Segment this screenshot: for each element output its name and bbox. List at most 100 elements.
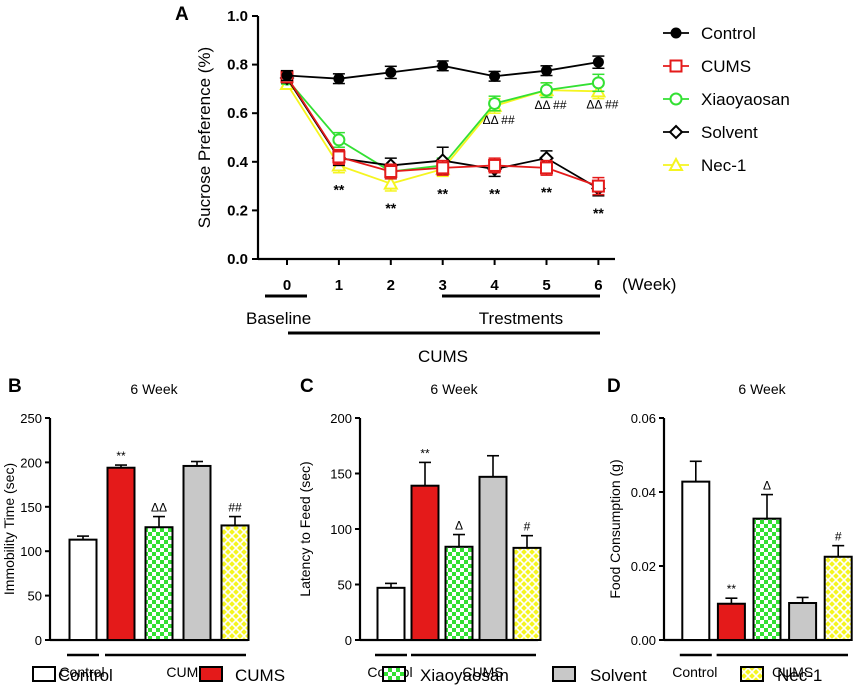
bar-cums (410, 484, 440, 641)
legend-swatch (552, 666, 576, 682)
data-point-xiaoyaosan (591, 76, 605, 90)
data-point-control (281, 70, 293, 82)
legend-swatch (382, 666, 406, 682)
legend-label: Solvent (590, 666, 647, 685)
significance-marker: ** (727, 582, 737, 596)
legend-marker (669, 92, 683, 106)
x-tick-label: 2 (387, 277, 395, 294)
significance-marker: ** (420, 446, 430, 460)
data-point-nec-1 (383, 175, 399, 190)
legend-label: Control (701, 24, 756, 43)
x-tick-label: 5 (542, 277, 550, 294)
y-tick-label: 0.6 (227, 105, 248, 122)
data-point-control (489, 70, 501, 82)
legend-item-control: Control (663, 24, 756, 43)
data-point-control (385, 66, 397, 78)
x-tick-label: 0 (283, 277, 291, 294)
significance-marker: # (835, 530, 842, 544)
bar-group-solvent (788, 596, 818, 641)
bar-control (376, 586, 406, 642)
legend-label: Nec-1 (701, 156, 746, 175)
bar-solvent (788, 602, 818, 641)
panel-letter-a: A (175, 4, 189, 25)
y-tick-label: 0 (345, 633, 352, 648)
bar-control (681, 480, 711, 642)
panel-a-line-chart: A 0.0 0.2 0.4 0.6 0.8 1.0 0 1 2 3 4 5 6 (Week) Sucrose … (175, 4, 790, 366)
legend-label: Xiaoyaosan (701, 90, 790, 109)
data-point-cums (488, 158, 502, 172)
data-point-cums (591, 179, 605, 193)
data-point-cums (540, 161, 553, 175)
significance-marker: ΔΔ ## (534, 98, 566, 112)
bar-cums (716, 602, 746, 641)
y-tick-label: 0.06 (631, 411, 656, 426)
significance-marker: ** (593, 205, 604, 221)
legend-label: CUMS (235, 666, 285, 685)
x-tick-label: 4 (490, 277, 499, 294)
y-tick-label: 0.4 (227, 154, 249, 171)
significance-marker: ** (541, 184, 552, 200)
significance-marker: ** (116, 449, 126, 463)
legend-marker (668, 156, 684, 171)
bar-legend-item-cums: CUMS (199, 666, 285, 685)
data-point-control (333, 73, 345, 85)
legend-item-xiaoyaosan: Xiaoyaosan (663, 90, 790, 109)
panel-letter-b: B (8, 376, 22, 397)
significance-marker: # (524, 520, 531, 534)
y-tick-label: 150 (330, 467, 352, 482)
bar-control (68, 538, 98, 642)
significance-marker: ΔΔ ## (586, 97, 618, 111)
legend-swatch (32, 666, 56, 682)
data-point-cums (332, 150, 346, 164)
significance-marker: ## (228, 501, 242, 515)
series-control (281, 55, 605, 85)
legend-item-solvent: Solvent (663, 123, 758, 142)
bar-nec-1 (823, 555, 853, 641)
legend-label: Solvent (701, 123, 758, 142)
treatments-label: Trestments (479, 309, 563, 328)
panel-d-bar-chart: D 6 Week 0.00 0.02 0.04 0.06 Food Consumption … (607, 376, 853, 680)
bar-group-cums: ** (106, 449, 136, 641)
control-group-label: Control (672, 664, 717, 680)
bar-legend-item-xiaoyaosan: Xiaoyaosan (382, 666, 509, 685)
y-tick-label: 0.2 (227, 202, 248, 219)
legend-item-nec-1: Nec-1 (663, 156, 746, 175)
legend-swatch (740, 666, 764, 682)
line-legend: Control CUMS Xiaoyaosan Solvent Nec-1 (663, 24, 790, 175)
y-tick-label: 200 (330, 411, 352, 426)
significance-marker: Δ (763, 479, 771, 493)
y-tick-label: 100 (330, 522, 352, 537)
legend-swatch (199, 666, 223, 682)
y-tick-label: 0 (35, 633, 42, 648)
bar-nec-1 (220, 524, 250, 641)
bar-xiaoyaosan (752, 517, 782, 642)
data-point-control (437, 60, 449, 72)
legend-label: Control (58, 666, 113, 685)
data-point-cums (384, 165, 398, 179)
legend-marker (669, 59, 683, 73)
bar-group-control (681, 460, 711, 642)
y-tick-label: 50 (28, 589, 42, 604)
legend-item-cums: CUMS (663, 57, 751, 76)
bar-xiaoyaosan (144, 526, 174, 641)
y-tick-label: 0.02 (631, 559, 656, 574)
chart-title: 6 Week (130, 381, 178, 397)
y-tick-label: 0.00 (631, 633, 656, 648)
y-tick-label: 50 (338, 578, 352, 593)
y-axis-title: Sucrose Preference (%) (195, 47, 214, 228)
data-point-cums (436, 161, 450, 175)
panel-letter-d: D (607, 376, 621, 397)
cums-group-label: CUMS (772, 664, 813, 680)
y-tick-label: 250 (20, 411, 42, 426)
significance-marker: ΔΔ (151, 501, 167, 515)
cums-group-label: CUMS (166, 664, 207, 680)
legend-marker (668, 124, 684, 140)
panel-b-bar-chart: B 6 Week 0 50 100 150 200 250 Immobility Time (s… (1, 376, 250, 680)
bar-legend: Control CUMS Xiaoyaosan Solvent Nec-1 (32, 666, 822, 685)
bar-group-cums: ** (716, 582, 746, 641)
bar-xiaoyaosan (444, 545, 474, 642)
bar-group-nec-1: # (823, 530, 853, 641)
bar-group-nec-1: # (512, 520, 542, 641)
data-point-xiaoyaosan (488, 96, 502, 110)
significance-marker: ** (437, 185, 448, 201)
